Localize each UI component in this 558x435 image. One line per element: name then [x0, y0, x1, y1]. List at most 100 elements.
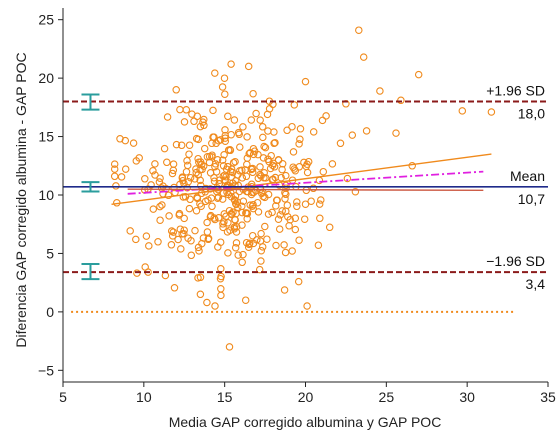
- data-point: [217, 285, 225, 293]
- data-point: [176, 105, 184, 114]
- data-point: [316, 214, 324, 223]
- data-point: [149, 205, 158, 213]
- data-point: [217, 265, 225, 273]
- upper-loa-label: +1.96 SD: [486, 83, 545, 99]
- data-point: [288, 122, 296, 131]
- data-point: [151, 160, 159, 168]
- data-point: [200, 121, 208, 130]
- data-point: [188, 110, 196, 118]
- data-point: [158, 201, 166, 209]
- data-point: [309, 128, 318, 136]
- confidence-interval-bar: [81, 262, 100, 281]
- data-point: [224, 112, 232, 121]
- data-point: [249, 239, 258, 248]
- data-point: [230, 195, 239, 204]
- y-tick-label: 25: [38, 12, 54, 28]
- axes: 5 10 15 20 25 30 35 −5 0 5 10 15 20 25: [38, 8, 556, 405]
- data-point: [214, 243, 222, 251]
- data-point: [224, 146, 233, 154]
- data-point: [282, 171, 290, 180]
- data-point: [362, 127, 371, 135]
- data-point: [274, 215, 283, 223]
- data-point: [197, 202, 205, 210]
- data-point: [261, 143, 270, 152]
- data-point: [167, 241, 176, 249]
- y-tick-label: 20: [38, 70, 54, 86]
- data-point: [276, 211, 285, 219]
- data-point: [301, 200, 310, 208]
- data-point: [186, 195, 194, 204]
- data-point: [168, 232, 177, 240]
- data-point: [183, 161, 192, 170]
- data-point: [221, 176, 229, 185]
- data-point: [230, 116, 239, 124]
- data-point: [190, 117, 198, 126]
- data-point: [285, 222, 293, 230]
- data-point: [317, 196, 325, 204]
- data-point: [110, 165, 119, 173]
- data-point: [245, 240, 253, 249]
- data-point: [232, 239, 241, 247]
- x-tick-label: 30: [459, 389, 475, 405]
- data-point: [229, 208, 237, 216]
- data-point: [248, 168, 257, 177]
- data-point: [168, 169, 177, 178]
- data-point: [282, 207, 290, 216]
- data-point: [214, 136, 223, 145]
- data-point: [206, 169, 215, 177]
- data-point: [246, 239, 254, 248]
- data-point: [227, 209, 236, 218]
- data-point: [295, 236, 303, 244]
- data-point: [177, 245, 185, 253]
- data-point: [307, 197, 315, 205]
- data-point: [487, 108, 496, 116]
- data-point: [116, 135, 124, 143]
- data-point: [242, 172, 251, 181]
- data-point: [234, 181, 242, 190]
- data-point: [112, 182, 120, 190]
- data-point: [220, 151, 228, 159]
- data-point: [186, 173, 195, 182]
- data-point: [223, 228, 232, 236]
- data-point: [221, 126, 229, 134]
- data-point: [196, 290, 205, 299]
- data-point: [110, 172, 119, 181]
- confidence-interval-bar: [81, 181, 100, 193]
- data-point: [243, 160, 251, 169]
- data-point: [295, 140, 303, 148]
- data-point: [110, 160, 119, 168]
- data-point: [198, 165, 206, 174]
- data-point: [183, 156, 191, 165]
- data-point: [278, 207, 286, 215]
- data-point: [196, 158, 205, 166]
- data-point: [301, 77, 310, 86]
- data-point: [258, 123, 267, 131]
- data-point: [192, 206, 201, 215]
- data-point: [227, 130, 235, 139]
- x-tick-label: 15: [217, 389, 233, 405]
- data-point: [232, 228, 241, 236]
- data-point: [199, 234, 208, 242]
- data-point: [195, 247, 203, 255]
- data-point: [351, 187, 360, 196]
- data-point: [273, 196, 281, 205]
- data-point: [167, 227, 176, 235]
- data-point: [302, 162, 310, 171]
- data-point: [319, 167, 328, 176]
- data-point: [315, 200, 324, 208]
- data-point: [177, 141, 186, 150]
- data-point: [203, 218, 211, 227]
- data-point: [408, 162, 416, 170]
- data-point: [263, 235, 271, 243]
- data-point: [204, 235, 213, 244]
- confidence-interval-bar: [81, 93, 100, 111]
- data-point: [216, 238, 225, 246]
- data-point: [208, 139, 216, 148]
- data-point: [247, 116, 256, 124]
- data-point: [322, 112, 330, 120]
- y-tick-label: 0: [46, 304, 54, 320]
- data-point: [194, 135, 203, 144]
- data-point: [208, 202, 216, 211]
- data-point: [207, 194, 216, 202]
- x-axis-label: Media GAP corregido albumina y GAP POC: [169, 414, 442, 430]
